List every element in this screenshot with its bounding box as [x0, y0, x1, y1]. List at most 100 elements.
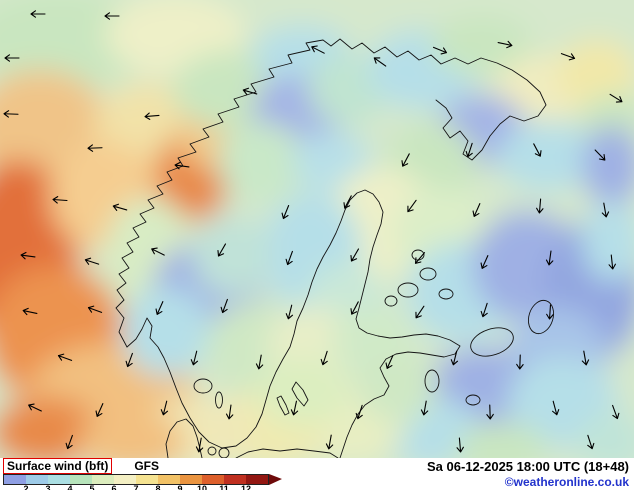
wind-arrow	[3, 110, 19, 118]
wind-arrow	[552, 400, 560, 416]
wind-region	[77, 412, 187, 458]
wind-arrow	[608, 254, 616, 270]
lake-ilmen	[465, 394, 481, 406]
legend-tick: 6	[111, 484, 117, 490]
legend-tick: 5	[89, 484, 95, 490]
wind-arrow	[195, 437, 204, 453]
wind-arrow	[350, 301, 359, 315]
wind-region	[307, 55, 387, 125]
legend-arrowhead	[269, 474, 282, 485]
wind-arrow	[497, 40, 513, 49]
coastline	[115, 38, 555, 458]
legend-segment	[48, 475, 70, 484]
legend-ticks: 2 3 4 5 6 7 8 9 10 11 12	[3, 485, 283, 490]
wind-arrow	[594, 149, 606, 161]
island-zealand	[218, 447, 230, 458]
footer-right: Sa 06-12-2025 18:00 UTC (18+48) ©weather…	[427, 459, 629, 489]
lake-finland-4	[384, 295, 398, 307]
datetime-label: Sa 06-12-2025 18:00 UTC (18+48)	[427, 459, 629, 474]
wind-arrow	[546, 304, 554, 320]
wind-arrow	[465, 142, 473, 158]
legend-segment	[246, 475, 268, 484]
param-label: Surface wind (bft)	[3, 457, 113, 474]
wind-arrow	[355, 404, 363, 420]
wind-arrow	[581, 350, 590, 366]
wind-region	[582, 202, 634, 282]
wind-arrow	[174, 161, 190, 170]
wind-arrow	[325, 434, 334, 450]
wind-region	[121, 287, 211, 377]
wind-region	[432, 15, 532, 75]
lake-finland-2	[419, 267, 437, 281]
wind-region	[457, 422, 547, 458]
coast-baltic	[126, 189, 461, 458]
legend-tick: 2	[23, 484, 29, 490]
lake-peipus	[424, 369, 440, 393]
wind-arrow	[281, 204, 290, 220]
wind-region	[582, 126, 634, 206]
wind-arrow	[255, 354, 264, 370]
wind-arrow	[225, 404, 234, 420]
island-funen	[207, 446, 217, 456]
wind-arrow	[311, 45, 325, 54]
wind-arrow	[536, 198, 544, 214]
wind-arrow	[65, 434, 73, 450]
island-oland	[276, 395, 290, 416]
wind-arrow	[609, 93, 623, 103]
wind-arrow	[545, 250, 554, 266]
wind-arrow	[486, 404, 494, 420]
wind-arrow	[320, 350, 328, 366]
wind-arrow	[28, 403, 42, 412]
wind-region	[192, 216, 272, 296]
wind-arrow	[450, 350, 459, 366]
wind-arrow	[385, 355, 394, 369]
legend-segment	[136, 475, 158, 484]
legend-segment	[26, 475, 48, 484]
wind-arrow	[415, 305, 425, 319]
legend-segment	[202, 475, 224, 484]
coast-denmark	[165, 418, 203, 458]
weather-map	[0, 0, 634, 458]
wind-arrow	[22, 307, 38, 316]
wind-region	[217, 122, 307, 202]
legend-tick: 10	[196, 484, 208, 490]
lake-onega	[527, 299, 555, 335]
wind-arrow	[587, 434, 595, 450]
wind-arrow	[155, 301, 164, 315]
wind-arrow	[420, 400, 429, 416]
legend-segment	[114, 475, 136, 484]
wind-arrow	[95, 403, 104, 417]
wind-arrow	[612, 404, 620, 420]
legend-tick: 11	[219, 484, 229, 490]
wind-arrow	[125, 352, 133, 368]
wind-arrow	[190, 350, 199, 366]
wind-speed-legend: 2 3 4 5 6 7 8 9 10 11 12	[3, 474, 323, 490]
wind-arrow	[343, 195, 352, 209]
wind-arrow	[242, 87, 258, 95]
legend-tick: 9	[177, 484, 183, 490]
island-gotland	[291, 381, 309, 407]
wind-arrow	[30, 10, 46, 18]
legend-tick: 12	[240, 484, 252, 490]
legend-bar	[3, 474, 269, 485]
lake-vanern	[193, 378, 213, 394]
wind-arrow	[432, 46, 448, 55]
legend-segment	[4, 475, 26, 484]
wind-arrow	[144, 112, 160, 120]
legend-segment	[92, 475, 114, 484]
wind-arrow	[4, 54, 20, 62]
wind-region	[257, 357, 347, 427]
wind-speed-field	[0, 0, 634, 458]
wind-arrow	[401, 153, 410, 167]
copyright-link[interactable]: ©weatheronline.co.uk	[504, 475, 629, 489]
wind-arrow	[87, 305, 103, 313]
wind-arrow	[472, 203, 481, 217]
wind-arrow	[220, 298, 228, 314]
wind-arrow	[104, 12, 120, 20]
wind-arrows	[3, 10, 623, 453]
legend-segment	[158, 475, 180, 484]
legend-segment	[70, 475, 92, 484]
wind-arrow	[456, 437, 464, 453]
footer-bar: Surface wind (bft) GFS 2 3 4 5 6 7 8 9 10 11 12 Sa…	[0, 457, 634, 490]
